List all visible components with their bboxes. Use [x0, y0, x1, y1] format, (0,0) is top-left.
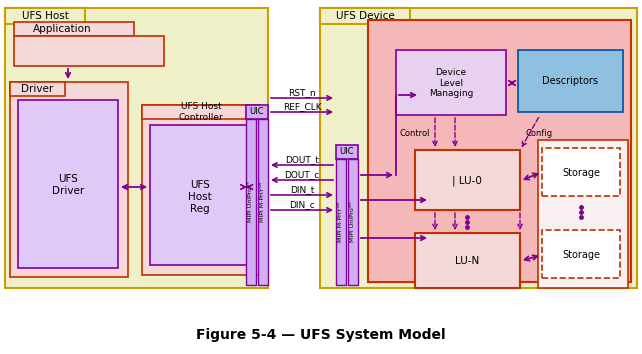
Bar — [5, 8, 85, 24]
Text: MIPI UniProˢᴹ: MIPI UniProˢᴹ — [351, 202, 356, 242]
Text: UFS Host
Controller: UFS Host Controller — [178, 102, 223, 122]
Text: UIC: UIC — [340, 148, 354, 156]
Text: RST_n: RST_n — [288, 88, 316, 97]
Text: Driver: Driver — [21, 84, 53, 94]
Bar — [320, 8, 410, 24]
Text: UFS
Host
Reg: UFS Host Reg — [188, 181, 212, 213]
Bar — [538, 140, 628, 288]
Bar — [415, 233, 520, 288]
Text: Device
Level
Managing: Device Level Managing — [429, 68, 473, 98]
Text: MIPI UniProˢᴹ: MIPI UniProˢᴹ — [248, 182, 254, 222]
Bar — [336, 145, 358, 159]
Bar — [396, 50, 506, 115]
Bar — [142, 105, 260, 275]
Bar — [542, 230, 620, 278]
Bar — [415, 150, 520, 210]
Bar — [18, 100, 118, 268]
Text: DOUT_c: DOUT_c — [284, 171, 320, 179]
Bar — [336, 159, 346, 285]
Bar — [10, 82, 128, 277]
Text: LU-N: LU-N — [455, 256, 479, 266]
Text: DIN_t: DIN_t — [290, 185, 314, 194]
Text: UFS
Driver: UFS Driver — [52, 174, 84, 196]
Text: MIPI M-PHYˢᴹ: MIPI M-PHYˢᴹ — [338, 202, 343, 242]
Bar — [246, 105, 268, 119]
Bar — [150, 125, 250, 265]
Text: UFS Host: UFS Host — [22, 11, 69, 21]
Text: UIC: UIC — [250, 108, 265, 116]
Text: | LU-0: | LU-0 — [452, 176, 482, 186]
Bar — [348, 159, 358, 285]
Bar — [268, 8, 360, 288]
Text: Figure 5-4 — UFS System Model: Figure 5-4 — UFS System Model — [196, 328, 446, 342]
Bar — [246, 119, 256, 285]
Text: REF_CLK: REF_CLK — [282, 103, 321, 112]
Text: Storage: Storage — [562, 250, 600, 260]
Bar — [14, 36, 164, 66]
Text: DOUT_t: DOUT_t — [285, 155, 319, 165]
Bar — [10, 82, 65, 96]
Text: Application: Application — [33, 24, 91, 34]
Bar — [518, 50, 623, 112]
Bar — [5, 8, 268, 288]
Text: Control: Control — [400, 129, 431, 137]
Text: UFS Device: UFS Device — [336, 11, 394, 21]
Bar — [258, 119, 268, 285]
Bar — [320, 8, 637, 288]
Bar — [14, 22, 134, 36]
Bar — [368, 20, 631, 282]
Text: Storage: Storage — [562, 168, 600, 178]
Text: DIN_c: DIN_c — [289, 200, 315, 210]
Text: Descriptors: Descriptors — [542, 76, 598, 86]
Bar — [542, 148, 620, 196]
Text: Config: Config — [525, 129, 552, 137]
Text: MIPI M-PHYˢᴹ: MIPI M-PHYˢᴹ — [261, 182, 266, 222]
Bar — [142, 105, 260, 119]
